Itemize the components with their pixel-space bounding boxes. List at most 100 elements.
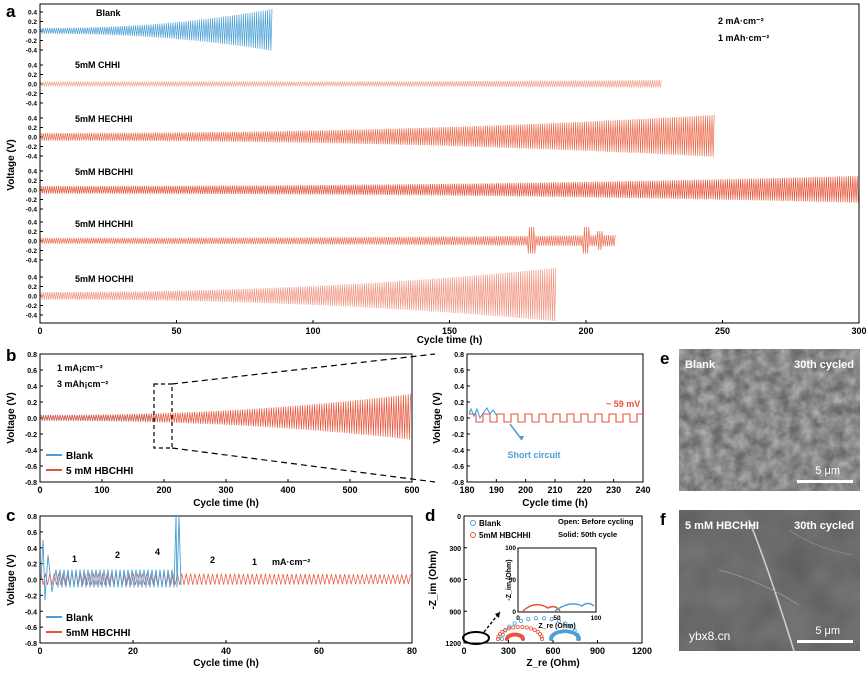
- panel-d-xaxis-ticklabel: 1200: [632, 646, 652, 656]
- panel-a-yticklabel: -0.4: [26, 258, 38, 265]
- panel-a-xaxis-ticklabel: 100: [305, 326, 320, 336]
- panel-d-point-hbchhi-open: [495, 637, 500, 642]
- panel-letter-d: d: [425, 506, 436, 525]
- panel-a-series-label: 5mM HBCHHI: [75, 167, 133, 177]
- panel-b-yaxis-ticklabel: -0.8: [25, 480, 37, 487]
- panel-b-inset-arrowhead: [518, 436, 524, 440]
- panel-b-inset-xaxis-ticklabel: 230: [606, 485, 621, 495]
- panel-a-yticklabel: -0.2: [26, 144, 38, 151]
- panel-a-yticklabel: 0.4: [28, 220, 37, 227]
- panel-letter-a: a: [6, 2, 16, 21]
- panel-c-yaxis-ticklabel: 0.8: [27, 514, 37, 521]
- panel-b-yaxis-ticklabel: 0.2: [27, 400, 37, 407]
- panel-d-zoom-arrowhead: [495, 612, 500, 618]
- panel-a-yticklabel: 0.2: [28, 125, 37, 132]
- panel-b-yaxis-ticklabel: -0.2: [25, 432, 37, 439]
- panel-a-yticklabel: 0.2: [28, 72, 37, 79]
- panel-a-series-label: 5mM HECHHI: [75, 114, 133, 124]
- panel-d-point-blank-solid: [549, 637, 554, 642]
- panel-c-rate-label: 2: [115, 550, 120, 560]
- panel-a-note1: 2 mA·cm⁻²: [718, 16, 764, 26]
- panel-c-xaxis-ticklabel: 80: [407, 646, 417, 656]
- panel-a-yticklabel: -0.4: [26, 207, 38, 214]
- panel-c-yaxis-ticklabel: 0.2: [27, 562, 37, 569]
- panel-c-yaxis-ticklabel: 0.0: [27, 578, 37, 585]
- panel-d-point-hbchhi-open: [496, 634, 501, 639]
- sem-label-blank: Blank: [685, 359, 715, 371]
- panel-d-point-hbchhi-open: [540, 637, 545, 642]
- panel-a-yticklabel: 0.0: [28, 82, 37, 89]
- panel-c-rate-label: 1: [72, 554, 77, 564]
- panel-a-series-label: 5mM HHCHHI: [75, 219, 133, 229]
- panel-b-inset-yaxis-ticklabel: 0.4: [454, 384, 464, 391]
- panel-b-yaxis-ticklabel: 0.8: [27, 352, 37, 359]
- panel-c-legend-hbchhi: 5mM HBCHHI: [66, 628, 131, 639]
- panel-b-xaxis-ticklabel: 0: [37, 485, 42, 495]
- panel-d-legend-blank: Blank: [479, 519, 501, 528]
- panel-d-note2: Solid: 50th cycle: [558, 530, 617, 539]
- panel-b-inset-yaxis-ticklabel: 0.6: [454, 368, 464, 375]
- panel-b-xaxis-ticklabel: 300: [218, 485, 233, 495]
- panel-d-point-hbchhi-open: [511, 625, 516, 630]
- panel-a-yticklabel: 0.2: [28, 284, 37, 291]
- panel-a-trace-5: [40, 267, 557, 322]
- panel-c-hbchhi: [40, 573, 411, 585]
- panel-a-series-label: 5mM CHHI: [75, 60, 120, 70]
- panel-b-inset-frame: [466, 353, 644, 483]
- panel-b-inset-hbchhi: [469, 413, 644, 423]
- panel-b-inset-yaxis-ticklabel: 0.0: [454, 416, 464, 423]
- panel-b-inset-yaxis-ticklabel: 0.8: [454, 352, 464, 359]
- panel-a-xaxis-ticklabel: 250: [715, 326, 730, 336]
- panel-a-trace-1: [40, 79, 662, 88]
- panel-a-xaxis-ticklabel: 150: [442, 326, 457, 336]
- panel-c-blank: [40, 515, 182, 601]
- panel-a-yticklabel: 0.2: [28, 178, 37, 185]
- panel-d-point-hbchhi-open: [520, 625, 525, 630]
- panel-d-point-hbchhi-open: [515, 625, 520, 630]
- panel-a-yticklabel: -0.4: [26, 48, 38, 55]
- panel-b-inset-yaxis-ticklabel: -0.6: [452, 464, 464, 471]
- panel-a-series-label: 5mM HOCHHI: [75, 274, 134, 284]
- panel-a-yticklabel: -0.2: [26, 91, 38, 98]
- panel-letter-e: e: [660, 349, 670, 368]
- panel-b-yaxis-ticklabel: 0.0: [27, 416, 37, 423]
- panel-a-yticklabel: -0.2: [26, 248, 38, 255]
- panel-a-trace-0: [40, 8, 273, 51]
- panel-d-point-blank-open: [568, 624, 573, 629]
- panel-a-yticklabel: 0.0: [28, 29, 37, 36]
- panel-d-inset-frame: [517, 547, 597, 613]
- panel-c-rate-label: 1: [252, 557, 257, 567]
- panel-d-legend-marker: [470, 520, 476, 526]
- panel-c-rate-label: 4: [155, 547, 160, 557]
- panel-b-legend-hbchhi: 5 mM HBCHHI: [66, 466, 133, 477]
- panel-b-inset-yaxis-ticklabel: -0.8: [452, 480, 464, 487]
- panel-a-yticklabel: -0.2: [26, 197, 38, 204]
- panel-a-yticklabel: 0.4: [28, 275, 37, 282]
- panel-d-point-blank-open: [507, 624, 512, 629]
- panel-a-frame: [39, 3, 860, 324]
- panel-d-xaxis-ticklabel: 300: [501, 646, 516, 656]
- panel-d-point-blank-open: [542, 616, 547, 621]
- panel-c-yaxis-ticklabel: 0.4: [27, 546, 37, 553]
- panel-d-yaxis-ticklabel: 0: [457, 514, 461, 521]
- panel-letter-c: c: [6, 506, 16, 525]
- scalebar-hbchhi: [797, 640, 853, 643]
- panel-b-yaxis-ticklabel: 0.4: [27, 384, 37, 391]
- panel-b-inset-ylabel: Voltage (V): [432, 392, 443, 443]
- panel-c-frame: [39, 515, 413, 644]
- panel-d-point-blank-open: [499, 637, 504, 642]
- panel-a-yticklabel: 0.4: [28, 116, 37, 123]
- panel-a-note2: 1 mAh·cm⁻²: [718, 33, 769, 43]
- scalebar-label-hbchhi: 5 μm: [815, 625, 840, 637]
- panel-letter-f: f: [660, 510, 666, 529]
- panel-c-yaxis-ticklabel: -0.6: [25, 625, 37, 632]
- panel-c-yaxis-ticklabel: -0.8: [25, 641, 37, 648]
- panel-d-point-hbchhi-open: [535, 629, 540, 634]
- panel-b-inset-xaxis-ticklabel: 240: [635, 485, 650, 495]
- panel-a-yticklabel: 0.4: [28, 169, 37, 176]
- panel-a-xaxis-ticklabel: 200: [578, 326, 593, 336]
- panel-c-xaxis-ticklabel: 20: [128, 646, 138, 656]
- sem-image-blank: Blank 30th cycled 5 μm: [679, 349, 860, 491]
- panel-b-inset-blank: [468, 406, 498, 420]
- panel-c-rate-label: 2: [210, 555, 215, 565]
